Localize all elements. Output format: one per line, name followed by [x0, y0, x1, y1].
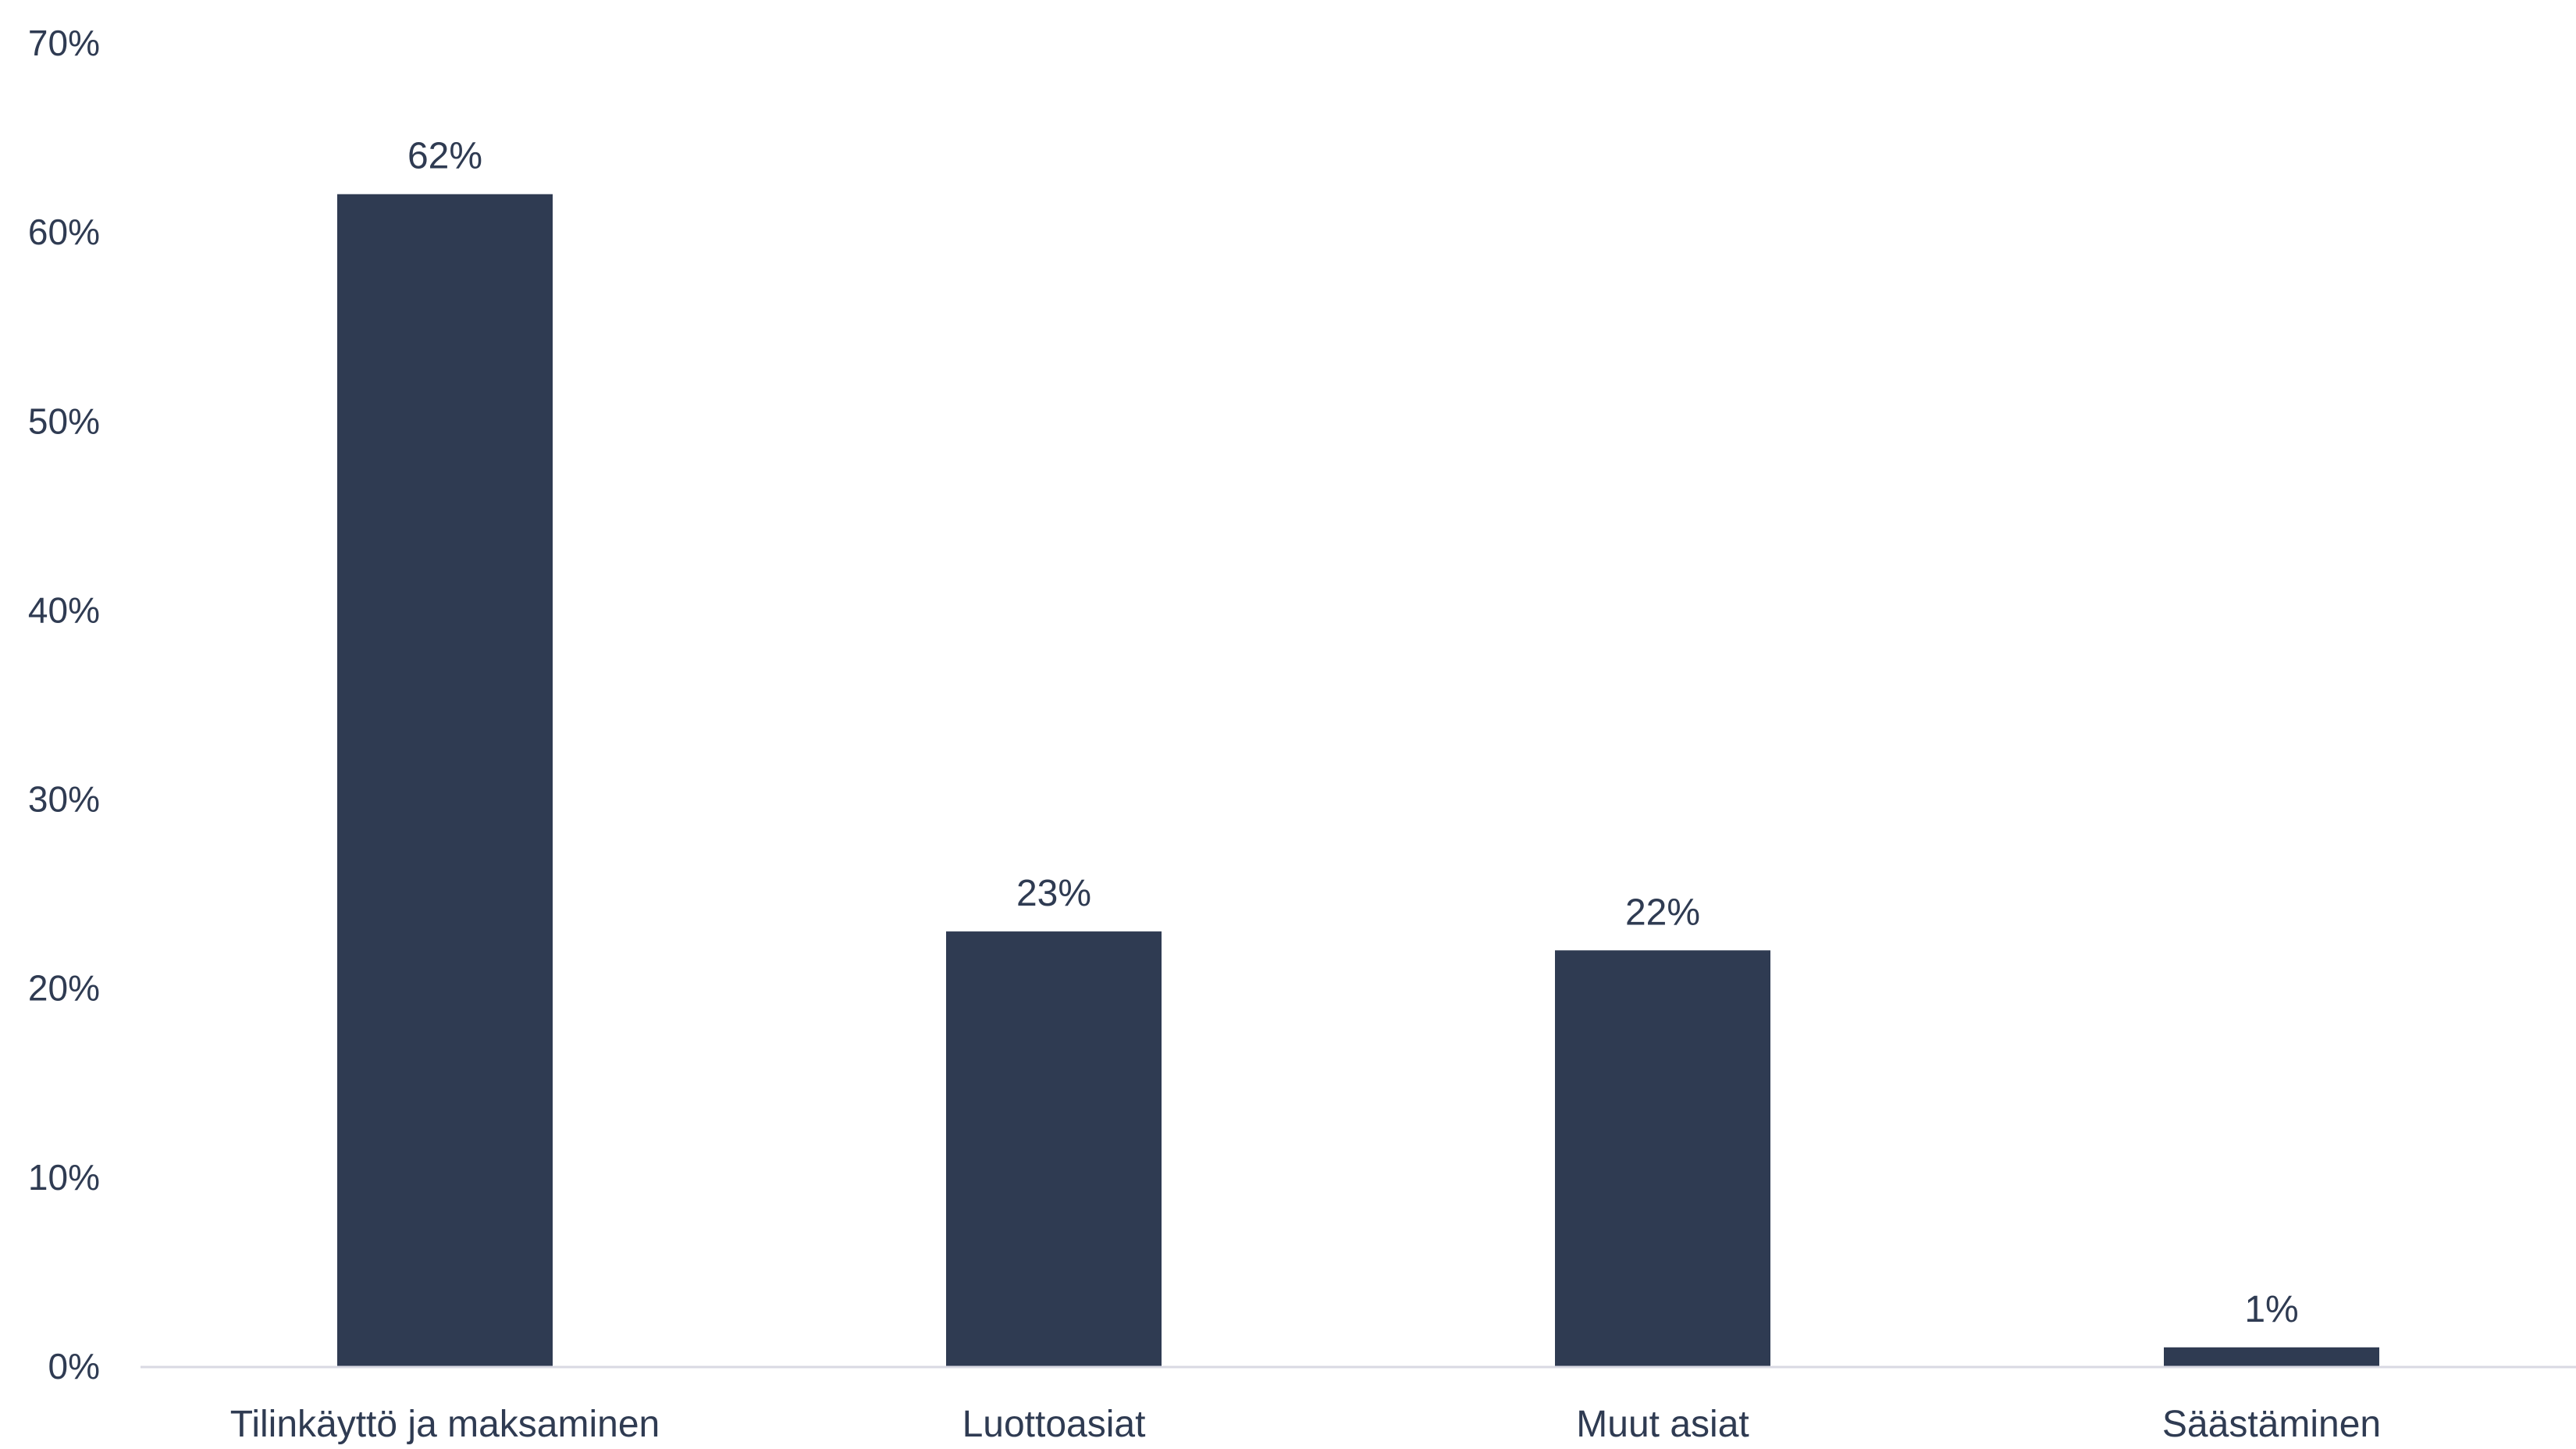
x-tick-label: Muut asiat: [1576, 1404, 1749, 1445]
y-tick-label: 50%: [28, 401, 100, 441]
bar-value-label: 1%: [2244, 1289, 2298, 1330]
bar-value-label: 22%: [1625, 892, 1700, 933]
bar-series: [337, 194, 2379, 1367]
y-tick-label: 10%: [28, 1157, 100, 1198]
bar: [337, 194, 553, 1367]
bar-value-label: 62%: [407, 136, 482, 177]
bar: [2164, 1347, 2379, 1366]
bar: [1555, 950, 1770, 1366]
y-tick-label: 40%: [28, 589, 100, 630]
y-tick-label: 30%: [28, 779, 100, 820]
y-tick-label: 70%: [28, 23, 100, 63]
x-tick-label: Säästäminen: [2162, 1404, 2381, 1445]
y-tick-label: 60%: [28, 212, 100, 252]
bar: [946, 931, 1162, 1366]
x-tick-label: Luottoasiat: [962, 1404, 1146, 1445]
data-labels: 62% 23% 22% 1%: [407, 136, 2299, 1330]
x-axis-category-labels: Tilinkäyttö ja maksaminen Luottoasiat Muut…: [230, 1404, 2381, 1445]
y-tick-label: 0%: [48, 1346, 100, 1387]
y-tick-label: 20%: [28, 968, 100, 1009]
x-tick-label: Tilinkäyttö ja maksaminen: [230, 1404, 660, 1445]
y-axis-ticks: 0% 10% 20% 30% 40% 50% 60% 70%: [28, 23, 100, 1387]
bar-value-label: 23%: [1016, 873, 1091, 914]
